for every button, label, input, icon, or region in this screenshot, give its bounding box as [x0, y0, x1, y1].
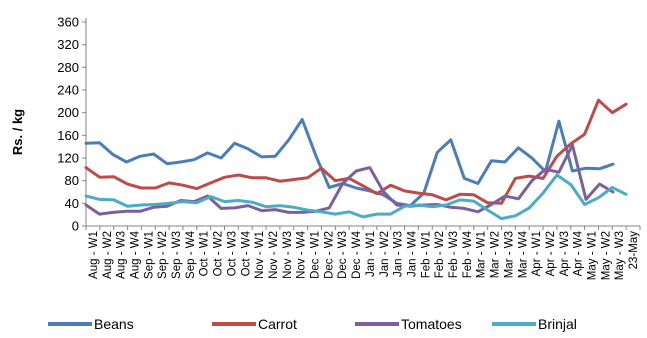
- x-tick-label: May - W1: [587, 231, 599, 280]
- y-axis-label: Rs. / kg: [10, 109, 25, 155]
- x-tick-label: Mar - W4: [517, 230, 529, 278]
- x-axis: Aug - W1 Aug - W2 Aug - W3 Aug - W4 Sep - W1…: [85, 225, 641, 280]
- legend-label-carrot: Carrot: [258, 316, 297, 332]
- x-tick-label: Jan - W1: [365, 231, 377, 277]
- series-lines: [84, 98, 628, 221]
- x-tick-label: Jan - W2: [379, 231, 391, 277]
- legend-label-brinjal: Brinjal: [538, 316, 577, 332]
- x-tick-label: Dec - W3: [337, 231, 349, 279]
- y-tick-label: 160: [57, 128, 79, 143]
- x-tick-label: Jan - W4: [406, 230, 418, 277]
- y-tick-label: 40: [65, 196, 79, 211]
- x-tick-label: Feb - W1: [420, 231, 432, 278]
- x-tick-label: Nov - W4: [296, 230, 308, 279]
- x-tick-label: Apr - W1: [531, 231, 543, 276]
- legend: Beans Carrot Tomatoes Brinjal: [48, 316, 577, 332]
- x-tick-label: Dec - W4: [351, 230, 363, 279]
- x-tick-label: Nov - W2: [268, 231, 280, 279]
- x-tick-label: Oct - W3: [226, 231, 238, 276]
- x-tick-label: Aug - W4: [129, 230, 141, 279]
- x-tick-label: Oct - W1: [199, 231, 211, 276]
- x-tick-label: Aug - W3: [116, 231, 128, 279]
- x-tick-label: Mar - W3: [503, 231, 515, 278]
- x-tick-label: Sep - W4: [185, 230, 197, 279]
- x-tick-label: Feb - W4: [462, 230, 474, 278]
- x-tick-label: Nov - W3: [282, 231, 294, 279]
- x-tick-label: Aug - W2: [102, 231, 114, 279]
- x-tick-label: Mar - W2: [490, 231, 502, 278]
- x-tick-label: Jan - W3: [393, 231, 405, 277]
- y-tick-label: 320: [57, 37, 79, 52]
- legend-label-tomatoes: Tomatoes: [401, 316, 462, 332]
- x-tick-label: Feb - W3: [448, 231, 460, 278]
- x-tick-label: Mar - W1: [476, 231, 488, 278]
- x-tick-label: Sep - W3: [171, 231, 183, 279]
- x-tick-label: Oct - W2: [213, 231, 225, 276]
- y-axis: 0 40 80 120 160 200 240 280 320 360: [57, 15, 87, 234]
- x-tick-label: Sep - W1: [143, 231, 155, 279]
- y-tick-label: 360: [57, 15, 79, 30]
- x-tick-label: Oct - W4: [240, 230, 252, 276]
- y-tick-label: 240: [57, 83, 79, 98]
- x-tick-label: Apr - W4: [573, 230, 585, 276]
- x-tick-label: Sep - W2: [157, 231, 169, 279]
- series-line-beans: [84, 118, 615, 208]
- x-tick-label: Nov - W1: [254, 231, 266, 279]
- x-tick-label: Apr - W3: [559, 231, 571, 276]
- y-tick-label: 120: [57, 151, 79, 166]
- x-tick-label: May - W2: [600, 231, 612, 280]
- y-tick-label: 200: [57, 105, 79, 120]
- y-tick-label: 80: [65, 173, 79, 188]
- x-tick-label: Feb - W2: [434, 231, 446, 278]
- series-line-brinjal: [84, 173, 628, 221]
- x-tick-label: Apr - W2: [545, 231, 557, 276]
- x-tick-label: May - W3: [614, 231, 626, 280]
- x-tick-label: Dec - W2: [323, 231, 335, 279]
- y-tick-label: 280: [57, 60, 79, 75]
- x-tick-label: Aug - W1: [88, 231, 100, 279]
- x-tick-label: Dec - W1: [310, 231, 322, 279]
- x-tick-label: 23-May: [628, 231, 640, 270]
- y-tick-label: 0: [72, 219, 79, 234]
- legend-label-beans: Beans: [94, 316, 134, 332]
